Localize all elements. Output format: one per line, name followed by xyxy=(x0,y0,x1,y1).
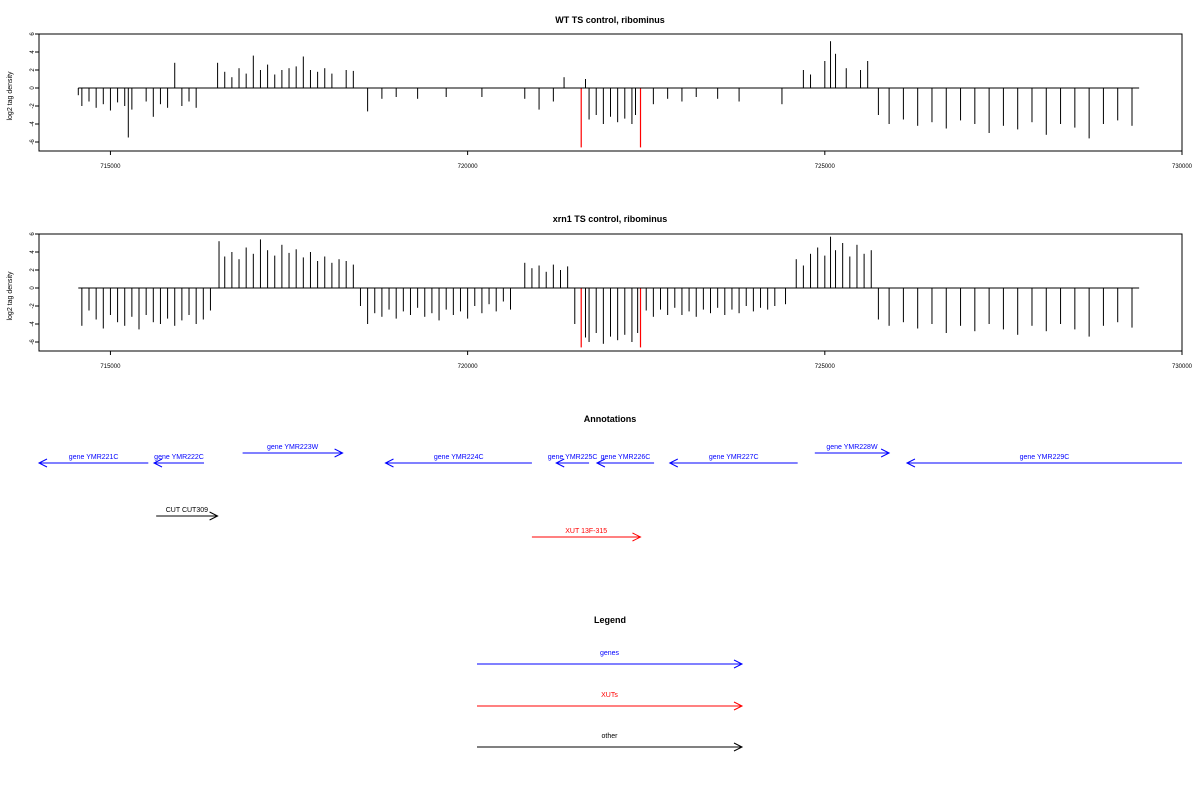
feature-arrowhead xyxy=(668,458,679,468)
feature-label: gene YMR227C xyxy=(709,454,759,461)
feature-label: gene YMR225C xyxy=(548,454,598,461)
xrn1-track-panel: xrn1 TS control, ribominus log2 tag dens… xyxy=(7,214,1193,370)
legend-item-label: genes xyxy=(600,650,620,657)
feature-arrowhead xyxy=(384,458,394,468)
wt-track-title: WT TS control, ribominus xyxy=(555,15,665,25)
feature-label: gene YMR229C xyxy=(1020,454,1070,461)
xrn1-x-tick-label: 730000 xyxy=(1172,364,1193,370)
feature-arrowhead xyxy=(632,532,642,542)
feature-label: gene YMR228W xyxy=(826,444,878,451)
feature-arrowhead xyxy=(595,458,606,468)
wt-y-tick-label: -2 xyxy=(30,103,36,109)
xrn1-highlight-lines xyxy=(580,288,642,348)
wt-y-tick-label: 0 xyxy=(30,86,36,90)
feature-label: XUT 13F-315 xyxy=(565,528,607,535)
wt-y-tick-label: 6 xyxy=(30,32,36,36)
feature-label: gene YMR221C xyxy=(69,454,119,461)
xrn1-y-tick-label: 0 xyxy=(30,286,36,290)
legend-item-label: other xyxy=(602,733,619,740)
xrn1-signal-bars xyxy=(81,236,1133,344)
wt-plot-box xyxy=(38,33,1183,152)
xrn1-track-title: xrn1 TS control, ribominus xyxy=(553,214,668,224)
xrn1-y-axis: -6 -4 -2 0 2 4 6 xyxy=(30,232,39,345)
legend-panel: Legend genes XUTs other xyxy=(477,615,744,752)
wt-track-ylabel: log2 tag density xyxy=(7,71,14,121)
xrn1-track-ylabel: log2 tag density xyxy=(7,271,14,321)
xrn1-plot-box xyxy=(38,233,1183,352)
xrn1-y-tick-label: 6 xyxy=(30,232,36,236)
xrn1-y-tick-label: 4 xyxy=(30,250,36,254)
legend-item-arrowhead xyxy=(733,701,744,711)
feature-arrowhead xyxy=(209,511,219,521)
xrn1-y-tick-label: 2 xyxy=(30,268,36,272)
feature-arrowhead xyxy=(555,458,565,468)
feature-arrowhead xyxy=(37,458,48,468)
feature-arrowhead xyxy=(880,448,891,458)
xrn1-y-tick-label: -4 xyxy=(30,321,36,327)
wt-x-tick-label: 720000 xyxy=(458,164,479,170)
wt-y-tick-label: 2 xyxy=(30,68,36,72)
wt-track-panel: WT TS control, ribominus log2 tag densit… xyxy=(7,15,1193,170)
wt-y-tick-label: -4 xyxy=(30,121,36,127)
wt-x-tick-label: 715000 xyxy=(100,164,121,170)
feature-arrowhead xyxy=(905,458,916,468)
xrn1-y-tick-label: -6 xyxy=(30,339,36,345)
feature-label: gene YMR226C xyxy=(601,454,651,461)
legend-item-label: XUTs xyxy=(601,692,618,699)
feature-label: CUT CUT309 xyxy=(166,507,208,514)
feature-label: gene YMR222C xyxy=(154,454,204,461)
wt-y-tick-label: 4 xyxy=(30,50,36,54)
legend-title: Legend xyxy=(594,615,626,625)
wt-x-tick-label: 730000 xyxy=(1172,164,1193,170)
annotations-panel: Annotations gene YMR221C gene YMR222Cgene… xyxy=(37,414,1182,542)
wt-x-axis: 715000 720000 725000 730000 xyxy=(100,151,1193,170)
feature-arrowhead xyxy=(152,458,163,468)
feature-label: gene YMR223W xyxy=(267,444,319,451)
xrn1-x-axis: 715000 720000 725000 730000 xyxy=(100,351,1193,370)
xrn1-x-tick-label: 720000 xyxy=(458,364,479,370)
xrn1-y-tick-label: -2 xyxy=(30,303,36,309)
xrn1-x-tick-label: 725000 xyxy=(815,364,836,370)
legend-item-arrowhead xyxy=(733,659,744,669)
legend-item-arrowhead xyxy=(733,742,744,752)
feature-label: gene YMR224C xyxy=(434,454,484,461)
annotations-title: Annotations xyxy=(584,414,637,424)
wt-signal-bars xyxy=(77,41,1133,139)
legend-items: genes XUTs other xyxy=(477,650,744,752)
wt-y-tick-label: -6 xyxy=(30,139,36,145)
xrn1-x-tick-label: 715000 xyxy=(100,364,121,370)
wt-y-axis: -6 -4 -2 0 2 4 6 xyxy=(30,32,39,145)
annotation-features: gene YMR221C gene YMR222C gene YMR223W gene… xyxy=(37,444,1182,542)
wt-highlight-lines xyxy=(580,88,642,148)
wt-x-tick-label: 725000 xyxy=(815,164,836,170)
feature-arrowhead xyxy=(334,448,344,458)
